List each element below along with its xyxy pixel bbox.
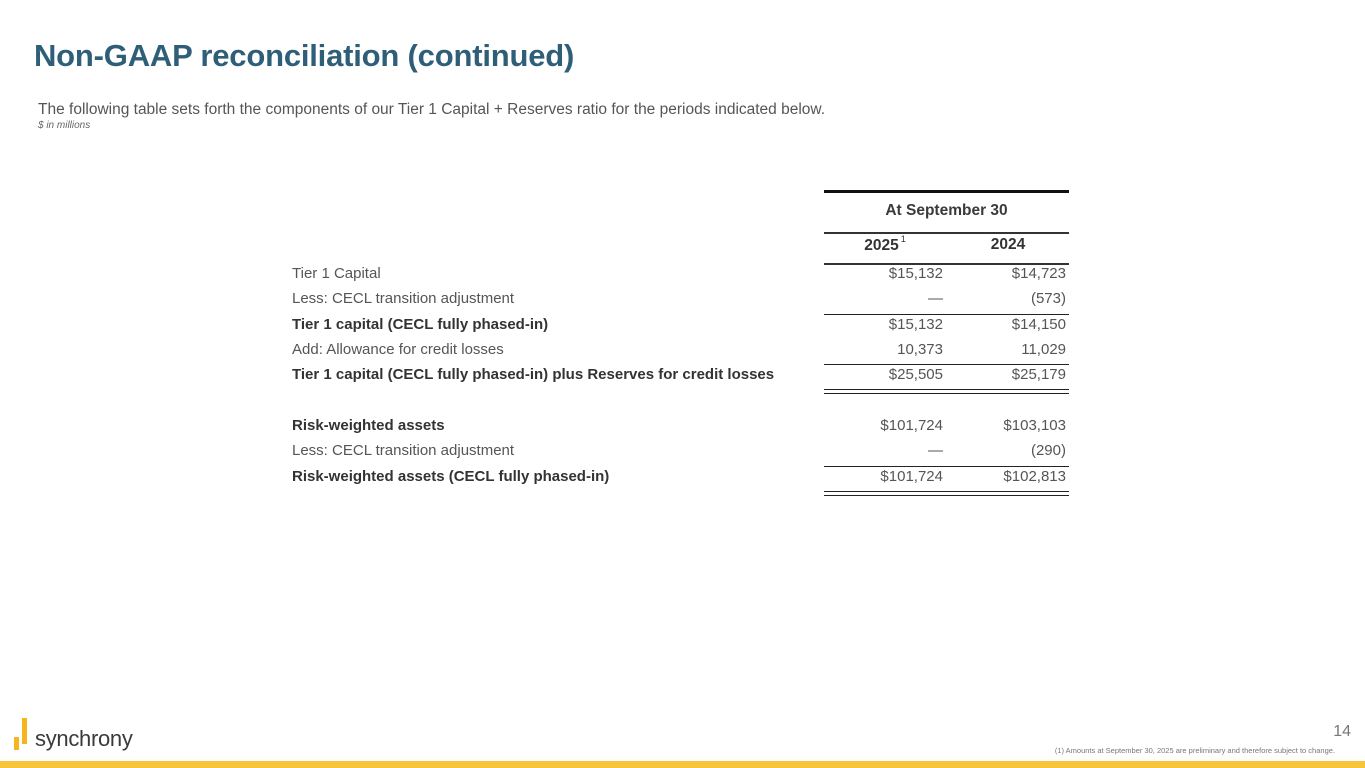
- value-2024: (573): [1030, 290, 1066, 307]
- logo-bar-icon: [22, 718, 27, 744]
- value-2025: $101,724: [880, 468, 943, 485]
- total-double-rule: [824, 491, 1069, 496]
- table-row: Tier 1 capital (CECL fully phased-in) $1…: [292, 314, 1069, 339]
- subtotal-rule: [824, 364, 1069, 365]
- value-2024: $25,179: [1011, 366, 1066, 383]
- value-2024: (290): [1030, 442, 1066, 459]
- header-top-rule: [824, 190, 1069, 193]
- page-title: Non-GAAP reconciliation (continued): [34, 38, 575, 73]
- row-label: Add: Allowance for credit losses: [292, 341, 504, 358]
- value-2024: 11,029: [1021, 341, 1066, 358]
- row-label: Risk-weighted assets (CECL fully phased-…: [292, 468, 610, 485]
- value-2025: $101,724: [880, 417, 943, 434]
- table-row: Risk-weighted assets (CECL fully phased-…: [292, 466, 1069, 491]
- value-2024: $14,150: [1011, 316, 1066, 333]
- value-2025: $15,132: [888, 316, 943, 333]
- value-2025: $25,505: [888, 366, 943, 383]
- value-2025: 10,373: [897, 341, 943, 358]
- value-2024: $102,813: [1003, 468, 1066, 485]
- row-label: Tier 1 capital (CECL fully phased-in) pl…: [292, 366, 775, 383]
- row-label: Tier 1 capital (CECL fully phased-in): [292, 316, 549, 333]
- value-2025: $15,132: [888, 265, 943, 282]
- value-2024: $14,723: [1011, 265, 1066, 282]
- column-header-2025: 2025 1: [864, 234, 906, 255]
- footnote: (1) Amounts at September 30, 2025 are pr…: [1054, 746, 1335, 755]
- table-row: Add: Allowance for credit losses 10,373 …: [292, 339, 1069, 364]
- page-number: 14: [1333, 723, 1351, 740]
- row-label: Risk-weighted assets: [292, 417, 445, 434]
- header-rule: [824, 232, 1069, 234]
- subtotal-rule: [824, 314, 1069, 315]
- column-header-2024: 2024: [990, 236, 1026, 253]
- value-2025: —: [928, 290, 943, 307]
- table-row: Less: CECL transition adjustment — (290): [292, 440, 1069, 465]
- units-note: $ in millions: [38, 120, 91, 131]
- value-2024: $103,103: [1003, 417, 1066, 434]
- table-row: Tier 1 Capital $15,132 $14,723: [292, 263, 1069, 288]
- table-row: Tier 1 capital (CECL fully phased-in) pl…: [292, 364, 1069, 389]
- footnote-ref: 1: [900, 234, 906, 244]
- accent-bar: [0, 761, 1365, 768]
- synchrony-logo: synchrony: [14, 718, 133, 750]
- header-bottom-rule: [824, 263, 1069, 265]
- table-row: Less: CECL transition adjustment — (573): [292, 288, 1069, 313]
- logo-bar-icon: [14, 737, 19, 750]
- table-row: Risk-weighted assets $101,724 $103,103: [292, 415, 1069, 440]
- subtotal-rule: [824, 466, 1069, 467]
- table-description: The following table sets forth the compo…: [38, 101, 826, 118]
- row-label: Less: CECL transition adjustment: [292, 442, 515, 459]
- value-2025: —: [928, 442, 943, 459]
- row-label: Tier 1 Capital: [292, 265, 381, 282]
- column-group-header: At September 30: [885, 202, 1008, 219]
- row-label: Less: CECL transition adjustment: [292, 290, 515, 307]
- brand-name: synchrony: [35, 726, 133, 751]
- total-double-rule: [824, 389, 1069, 394]
